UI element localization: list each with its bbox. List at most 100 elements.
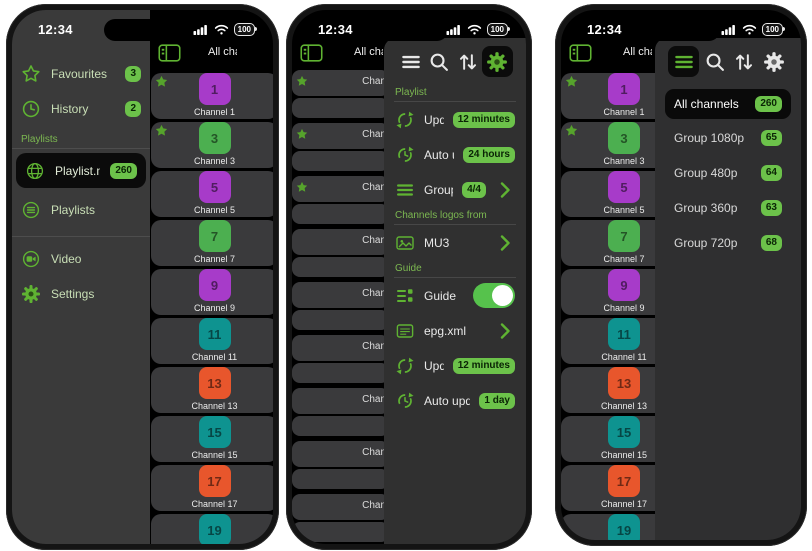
group-item-group-360p[interactable]: Group 360p 63 — [665, 190, 791, 225]
channel-cell[interactable]: 1 Channel 1 — [151, 73, 273, 119]
dynamic-island — [642, 19, 720, 41]
channel-cell[interactable]: 7 Channel 7 — [151, 220, 273, 266]
sidebar-item-video[interactable]: Video — [12, 241, 150, 276]
gear-icon — [21, 284, 41, 304]
channels-title: All channels — [208, 46, 237, 58]
channels-title: All channels — [623, 46, 652, 58]
group-label: Group 720p — [674, 235, 738, 250]
channel-cell[interactable]: 15 Channel 15 — [151, 416, 273, 462]
channel-name: Channel 11 — [601, 352, 647, 362]
toolbar-search-button[interactable] — [425, 48, 453, 76]
settings-row-auto-update[interactable]: Auto update 1 day — [394, 383, 516, 418]
sidebar-item-favourites[interactable]: Favourites 3 — [12, 56, 150, 91]
channel-cell[interactable]: 5 Channel 5 — [151, 171, 273, 217]
dynamic-island — [103, 19, 182, 41]
count-badge: 2 — [125, 100, 141, 117]
group-item-group-480p[interactable]: Group 480p 64 — [665, 155, 791, 190]
channel-name: Channel 3 — [193, 156, 236, 166]
toolbar-menu-button[interactable] — [668, 46, 699, 77]
wifi-icon — [742, 24, 757, 35]
sidebar-item-label: Playlists — [51, 202, 96, 217]
channel-row[interactable]: Chan — [292, 335, 389, 383]
sidebar-item-history[interactable]: History 2 — [12, 91, 150, 126]
clock-refresh-icon — [395, 391, 415, 411]
sidebar-item-label: Playlist.m3u — [55, 163, 100, 178]
channel-row-body — [292, 204, 389, 224]
clock-refresh-icon — [395, 145, 415, 165]
channel-cell[interactable]: 17 Channel 17 — [151, 465, 273, 511]
channel-logo: 13 — [608, 367, 640, 399]
group-item-group-720p[interactable]: Group 720p 68 — [665, 225, 791, 260]
sidebar-toggle-icon[interactable] — [158, 43, 181, 63]
channel-name: Channel 5 — [193, 205, 236, 215]
sidebar-toggle-icon[interactable] — [300, 43, 323, 63]
channel-row[interactable]: Chan — [292, 388, 389, 436]
channel-row-body — [292, 363, 389, 383]
channel-row[interactable]: Chan — [292, 70, 389, 118]
settings-row-auto-update[interactable]: Auto update 24 hours — [394, 137, 516, 172]
sidebar-item-settings[interactable]: Settings — [12, 276, 150, 311]
signal-icon — [193, 24, 209, 35]
channel-name: Channel 1 — [193, 107, 236, 117]
channel-cell[interactable]: 3 Channel 3 — [151, 122, 273, 168]
phone-2: 12:34 100 All channels ChanChanChanChanC… — [286, 4, 532, 550]
channel-name: Channel 15 — [600, 450, 648, 460]
search-icon — [704, 51, 726, 73]
channel-row[interactable]: Chan — [292, 441, 389, 489]
settings-row-label: Auto update — [424, 147, 454, 162]
sidebar-item-label: Video — [51, 251, 82, 266]
favourite-star-icon — [296, 75, 308, 87]
channel-row[interactable]: Chan — [292, 229, 389, 277]
star-icon — [21, 64, 41, 84]
channel-logo: 17 — [198, 465, 231, 497]
group-label: All channels — [674, 97, 739, 111]
channel-row-body — [292, 310, 389, 330]
document-icon — [395, 321, 415, 341]
group-item-group-1080p[interactable]: Group 1080p 65 — [665, 120, 791, 155]
sidebar-item-playlist-m3u[interactable]: Playlist.m3u 260 — [16, 153, 146, 188]
settings-row-guide[interactable]: Guide — [394, 278, 516, 313]
battery-icon: 100 — [486, 22, 508, 36]
channel-row[interactable]: Chan — [292, 176, 389, 224]
sidebar-item-label: Favourites — [51, 66, 108, 81]
toolbar-gear-button[interactable] — [760, 48, 788, 76]
channel-logo: 19 — [198, 514, 231, 544]
channel-logo: 17 — [608, 465, 640, 497]
channel-name: Chan — [362, 288, 386, 299]
groups-panel: All channels 260 Group 1080p 65 Group 480p 64… — [655, 38, 801, 540]
channels-top-bar: All channels — [292, 40, 526, 68]
settings-row-label: Update — [424, 358, 444, 373]
channel-cell[interactable]: 13 Channel 13 — [151, 367, 273, 413]
settings-row-update[interactable]: Update 12 minutes — [394, 102, 516, 137]
settings-row-update[interactable]: Update 12 minutes — [394, 348, 516, 383]
favourite-star-icon — [155, 124, 168, 137]
sidebar-toggle-icon[interactable] — [569, 43, 592, 63]
status-icons: 100 — [721, 22, 783, 36]
channel-cell[interactable]: 11 Channel 11 — [151, 318, 273, 364]
settings-row-mu3[interactable]: MU3 — [394, 225, 516, 260]
settings-row-groups[interactable]: Groups 4/4 — [394, 172, 516, 207]
channel-cell[interactable]: 19Channel 19 — [151, 514, 273, 544]
sidebar-item-playlists[interactable]: Playlists — [12, 192, 150, 227]
channel-row[interactable]: Chan — [292, 282, 389, 330]
toolbar-search-button[interactable] — [701, 48, 729, 76]
gear-icon — [763, 51, 785, 73]
toolbar-menu-button[interactable] — [397, 48, 425, 76]
channel-name: Chan — [362, 394, 386, 405]
group-item-all-channels[interactable]: All channels 260 — [665, 89, 791, 119]
channel-name: Channel 7 — [603, 254, 645, 264]
channel-cell[interactable]: 9 Channel 9 — [151, 269, 273, 315]
channel-name: Channel 3 — [603, 156, 645, 166]
settings-row-epg-xml[interactable]: epg.xml — [394, 313, 516, 348]
status-bar: 12:34 100 — [561, 10, 801, 40]
toggle-switch[interactable] — [473, 283, 515, 308]
channel-name: Channel 13 — [191, 401, 238, 411]
toolbar-gear-button[interactable] — [481, 46, 513, 77]
channel-row[interactable]: Chan — [292, 123, 389, 171]
channel-row[interactable]: Chan — [292, 494, 389, 542]
status-icons: 100 — [446, 22, 508, 36]
toolbar-sort-button[interactable] — [730, 48, 758, 76]
toolbar-sort-button[interactable] — [454, 48, 482, 76]
